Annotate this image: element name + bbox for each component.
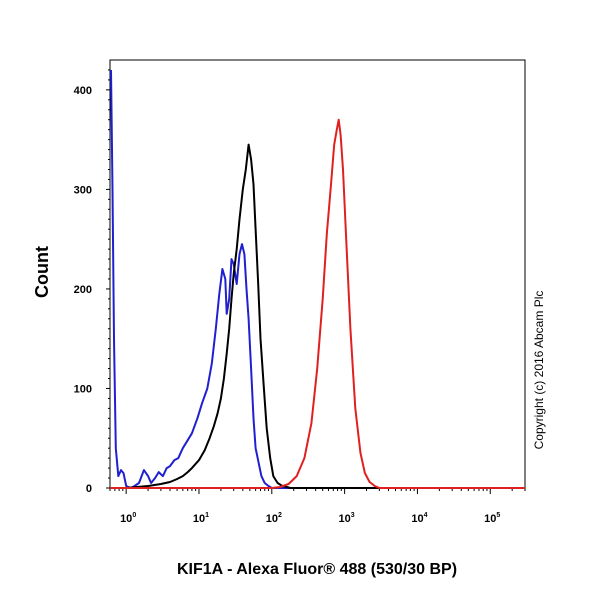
- series-line-1: [110, 69, 525, 489]
- x-tick-base: 10: [484, 513, 496, 525]
- y-tick-label: 200: [74, 284, 92, 296]
- x-tick-base: 10: [266, 513, 278, 525]
- y-tick-label: 300: [74, 184, 92, 196]
- y-axis: 0 100 200 300 400: [74, 69, 110, 495]
- x-tick-exponent: 1: [205, 512, 209, 519]
- x-tick-exponent: 3: [351, 512, 355, 519]
- x-tick-label: 102: [266, 512, 282, 525]
- series-line-3: [110, 118, 525, 489]
- x-tick-label: 103: [339, 512, 355, 525]
- x-axis: 100 101 102 103 104 105: [109, 488, 526, 525]
- series-line-2: [110, 143, 525, 489]
- x-tick-exponent: 5: [496, 512, 500, 519]
- plot-frame: [109, 59, 526, 489]
- x-tick-exponent: 2: [278, 512, 282, 519]
- x-tick-label: 101: [193, 512, 209, 525]
- y-tick-label: 400: [74, 85, 92, 97]
- copyright-notice: Copyright (c) 2016 Abcam Plc: [532, 291, 546, 450]
- x-tick-base: 10: [339, 513, 351, 525]
- y-tick-label: 100: [74, 383, 92, 395]
- series-layer: [110, 69, 525, 489]
- x-tick-base: 10: [411, 513, 423, 525]
- x-tick-exponent: 4: [424, 512, 428, 519]
- y-axis-title: Count: [32, 246, 52, 298]
- x-tick-base: 10: [120, 513, 132, 525]
- x-tick-label: 104: [411, 512, 427, 525]
- x-tick-label: 100: [120, 512, 136, 525]
- x-tick-exponent: 0: [132, 512, 136, 519]
- x-tick-base: 10: [193, 513, 205, 525]
- x-tick-label: 105: [484, 512, 500, 525]
- x-axis-title: KIF1A - Alexa Fluor® 488 (530/30 BP): [177, 561, 457, 578]
- y-tick-label: 0: [86, 483, 92, 495]
